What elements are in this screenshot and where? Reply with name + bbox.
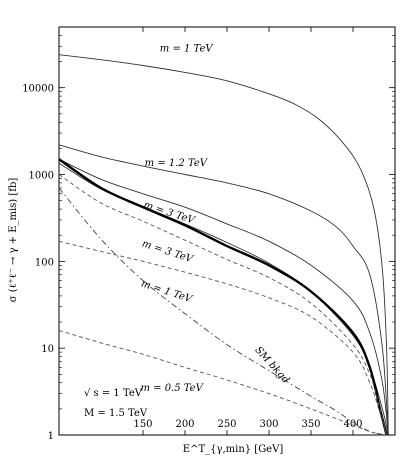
x-tick-label: 350 <box>301 419 320 430</box>
x-axis-label: E^T_{γ,min} [GeV] <box>183 444 284 455</box>
plot-frame <box>58 26 396 436</box>
series-line-0 <box>58 54 389 436</box>
series-line-4 <box>58 158 388 436</box>
series-annotation: m = 1 TeV <box>140 278 195 305</box>
series-annotation: m = 3 TeV <box>140 238 195 265</box>
y-tick-label: 10000 <box>22 84 54 95</box>
series-line-7 <box>58 174 388 436</box>
x-tick-label: 150 <box>133 419 152 430</box>
series-line-5 <box>58 240 388 436</box>
y-tick-label: 1 <box>48 431 54 442</box>
x-tick-label: 200 <box>175 419 194 430</box>
y-tick-label: 1000 <box>29 171 54 182</box>
series-line-6 <box>58 329 383 436</box>
series-annotation: m = 0.5 TeV <box>140 383 204 394</box>
x-tick-label: 400 <box>343 419 362 430</box>
series-line-8 <box>58 187 387 436</box>
axis-ticks: 150 200 250 300 350 400 1 10 100 1000 10000 <box>22 26 395 442</box>
y-axis-label: σ (ℓ⁺ℓ⁻ → γ + E_mis) [fb] <box>8 178 19 303</box>
y-tick-label: 10 <box>41 344 54 355</box>
series-line-2 <box>58 158 389 436</box>
x-tick-label: 300 <box>259 419 278 430</box>
series-annotation: m = 1.2 TeV <box>145 158 209 169</box>
note-mass: M = 1.5 TeV <box>84 408 148 419</box>
series-annotation: m = 3 TeV <box>142 200 197 227</box>
y-tick-label: 100 <box>35 257 54 268</box>
series-annotation: m = 1 TeV <box>160 44 215 55</box>
series-line-1 <box>58 144 389 436</box>
x-tick-label: 250 <box>217 419 236 430</box>
series-annotation: SM bkgd <box>252 345 291 386</box>
note-sqrt-s: √ s = 1 TeV <box>84 388 143 399</box>
series-curves <box>58 54 389 436</box>
